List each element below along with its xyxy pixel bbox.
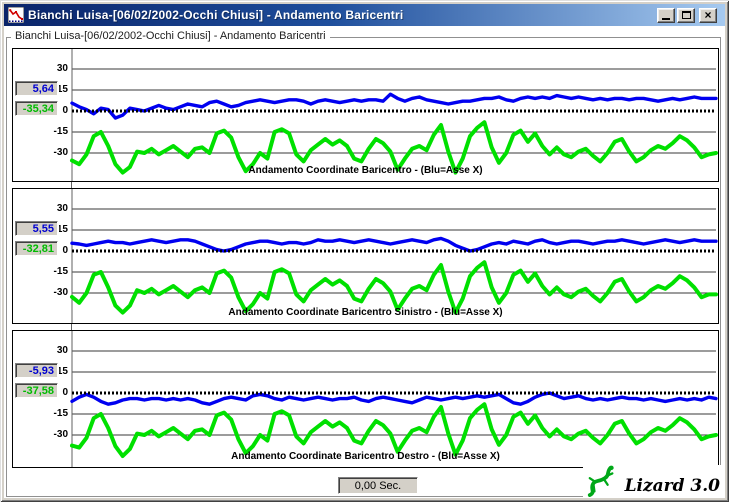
value-box-y: -37,58 (15, 383, 58, 398)
window-controls: × (655, 7, 717, 23)
maximize-icon (681, 11, 691, 19)
y-tick-label: 15 (56, 366, 68, 377)
y-tick-label: 30 (56, 345, 68, 356)
lizard-icon (587, 465, 614, 497)
window-title: Bianchi Luisa-[06/02/2002-Occhi Chiusi] … (28, 8, 404, 22)
y-tick-label: -30 (53, 147, 68, 158)
y-tick-label: 0 (62, 387, 68, 398)
y-tick-label: -15 (53, 408, 68, 419)
titlebar[interactable]: Bianchi Luisa-[06/02/2002-Occhi Chiusi] … (4, 4, 725, 26)
y-tick-label: 15 (56, 224, 68, 235)
chart-panel-baricentro-destro: 30 15 0 -15 -30 -5,93 -37,58 Andamento Coord… (12, 330, 719, 468)
time-cursor (71, 182, 72, 188)
y-tick-label: 0 (62, 105, 68, 116)
value-box-x: 5,64 (15, 81, 58, 96)
groupbox-label: Bianchi Luisa-[06/02/2002-Occhi Chiusi] … (11, 30, 330, 42)
minimize-button[interactable] (657, 7, 675, 23)
client-area: Bianchi Luisa-[06/02/2002-Occhi Chiusi] … (4, 26, 725, 498)
y-tick-label: 15 (56, 84, 68, 95)
y-tick-label: -30 (53, 429, 68, 440)
close-button[interactable]: × (699, 7, 717, 23)
y-tick-label: 0 (62, 245, 68, 256)
maximize-button[interactable] (677, 7, 695, 23)
time-cursor (71, 324, 72, 330)
chart-caption: Andamento Coordinate Baricentro Destro -… (231, 451, 500, 462)
y-tick-label: 30 (56, 203, 68, 214)
logo: Lizard 3.0 (582, 465, 722, 497)
chart-plot-baricentro-destro (70, 331, 718, 467)
y-tick-label: -30 (53, 287, 68, 298)
chart-caption: Andamento Coordinate Baricentro - (Blu=A… (248, 165, 483, 176)
minimize-icon (662, 18, 670, 20)
logo-text: Lizard 3.0 (624, 476, 720, 496)
chart-panel-baricentro: 30 15 0 -15 -30 5,64 -35,34 Andamento Coordi… (12, 48, 719, 182)
chart-caption: Andamento Coordinate Baricentro Sinistro… (228, 307, 503, 318)
value-box-y: -35,34 (15, 101, 58, 116)
value-box-x: -5,93 (15, 363, 58, 378)
chart-plot-baricentro-sinistro (70, 189, 718, 323)
value-box-x: 5,55 (15, 221, 58, 236)
chart-icon (7, 6, 25, 24)
chart-panel-baricentro-sinistro: 30 15 0 -15 -30 5,55 -32,81 Andamento Coordi… (12, 188, 719, 324)
close-icon: × (704, 8, 712, 22)
groupbox: Bianchi Luisa-[06/02/2002-Occhi Chiusi] … (6, 30, 721, 497)
chart-plot-baricentro (70, 49, 718, 181)
y-tick-label: -15 (53, 126, 68, 137)
y-tick-label: -15 (53, 266, 68, 277)
time-display: 0,00 Sec. (338, 477, 418, 494)
y-tick-label: 30 (56, 63, 68, 74)
value-box-y: -32,81 (15, 241, 58, 256)
